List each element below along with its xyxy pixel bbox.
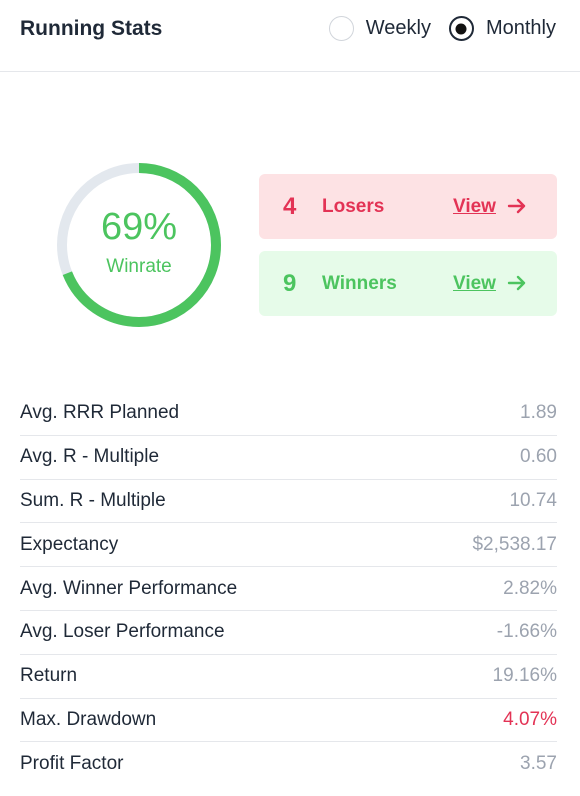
stat-value: 1.89 bbox=[520, 402, 557, 424]
winrate-donut: 69% Winrate bbox=[54, 160, 224, 330]
stat-row-avg-loser-performance: Avg. Loser Performance -1.66% bbox=[20, 611, 557, 655]
stat-row-avg-winner-performance: Avg. Winner Performance 2.82% bbox=[20, 567, 557, 611]
radio-label-weekly[interactable]: Weekly bbox=[365, 17, 431, 39]
stat-row-return: Return 19.16% bbox=[20, 655, 557, 699]
losers-card: 4 Losers View bbox=[259, 174, 557, 239]
stat-label: Avg. RRR Planned bbox=[20, 402, 180, 424]
losers-count: 4 bbox=[283, 192, 297, 220]
radio-button-weekly[interactable] bbox=[328, 16, 354, 41]
stat-row-avg-rrr-planned: Avg. RRR Planned 1.89 bbox=[20, 392, 557, 436]
winners-label: Winners bbox=[322, 272, 397, 294]
stat-value: 3.57 bbox=[520, 753, 557, 775]
stat-row-max-drawdown: Max. Drawdown 4.07% bbox=[20, 699, 557, 743]
stat-row-profit-factor: Profit Factor 3.57 bbox=[20, 742, 557, 786]
winners-view-link[interactable]: View bbox=[453, 272, 496, 294]
donut-fill bbox=[57, 163, 221, 327]
losers-label: Losers bbox=[322, 195, 385, 217]
stat-label: Avg. Winner Performance bbox=[20, 577, 238, 599]
winners-count: 9 bbox=[283, 269, 297, 297]
losers-view-link[interactable]: View bbox=[453, 195, 496, 217]
period-radio-group: Weekly Monthly bbox=[311, 16, 556, 41]
radio-label-monthly[interactable]: Monthly bbox=[485, 17, 556, 39]
stat-value: 10.74 bbox=[509, 489, 557, 511]
page-title: Running Stats bbox=[20, 17, 163, 40]
stat-label: Max. Drawdown bbox=[20, 708, 157, 730]
stat-value: 19.16% bbox=[492, 665, 557, 687]
stat-row-expectancy: Expectancy $2,538.17 bbox=[20, 523, 557, 568]
stat-value: 4.07% bbox=[503, 708, 557, 730]
winrate-percent: 69% bbox=[100, 206, 178, 248]
stat-label: Avg. R - Multiple bbox=[20, 446, 160, 468]
stat-row-avg-r-multiple: Avg. R - Multiple 0.60 bbox=[20, 436, 557, 480]
stat-label: Expectancy bbox=[20, 533, 119, 555]
stat-value: $2,538.17 bbox=[472, 533, 557, 555]
stat-label: Sum. R - Multiple bbox=[20, 489, 166, 511]
stat-label: Profit Factor bbox=[20, 753, 124, 775]
stat-value: -1.66% bbox=[496, 621, 557, 643]
winners-card: 9 Winners View bbox=[259, 251, 557, 316]
stat-value: 2.82% bbox=[503, 577, 557, 599]
stat-value: 0.60 bbox=[520, 446, 557, 468]
arrow-right-icon[interactable] bbox=[507, 273, 527, 293]
stat-label: Return bbox=[20, 665, 78, 687]
winrate-donut-chart bbox=[57, 163, 221, 327]
stat-row-sum-r-multiple: Sum. R - Multiple 10.74 bbox=[20, 480, 557, 524]
arrow-right-icon[interactable] bbox=[507, 196, 527, 216]
winrate-label: Winrate bbox=[106, 256, 172, 277]
stat-label: Avg. Loser Performance bbox=[20, 621, 225, 643]
radio-option-weekly[interactable]: Weekly bbox=[328, 16, 431, 41]
radio-option-monthly[interactable]: Monthly bbox=[448, 16, 556, 41]
stats-list: Avg. RRR Planned 1.89 Avg. R - Multiple … bbox=[20, 392, 557, 786]
radio-button-monthly[interactable] bbox=[448, 16, 474, 41]
header: Running Stats Weekly Monthly bbox=[0, 0, 580, 72]
